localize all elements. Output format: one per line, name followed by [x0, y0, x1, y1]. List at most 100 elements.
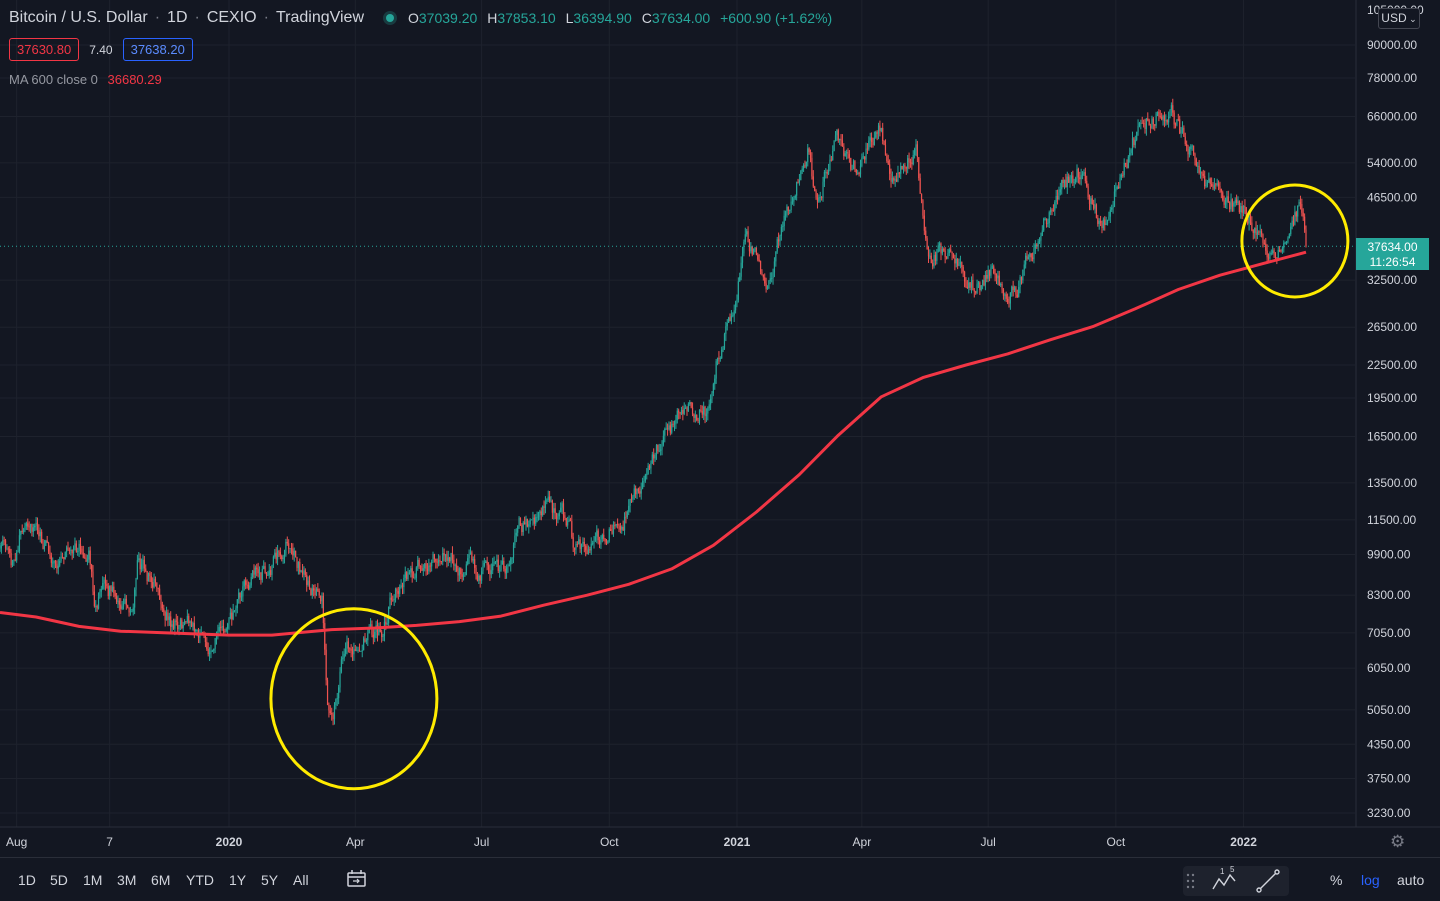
annotation-circle[interactable] [269, 607, 439, 791]
candle [85, 554, 87, 562]
range-1m-button[interactable]: 1M [83, 872, 103, 888]
candle [778, 232, 780, 249]
candle [1022, 269, 1024, 284]
candle [272, 555, 275, 569]
interval-label[interactable]: 1D [167, 9, 188, 26]
candle [422, 564, 424, 577]
candle [122, 598, 125, 610]
candle [943, 247, 945, 252]
candle [28, 521, 30, 532]
settings-gear-icon[interactable]: ⚙ [1390, 832, 1406, 851]
candle [729, 313, 731, 322]
candle [38, 524, 40, 540]
ma-legend[interactable]: MA 600 close 0 36680.29 [9, 72, 162, 87]
candle [950, 244, 952, 253]
candle [482, 560, 484, 575]
candle [686, 406, 688, 416]
candle [965, 277, 967, 288]
candle [164, 610, 166, 627]
elliott-wave-icon[interactable]: 1 5 [1212, 866, 1236, 890]
candle [185, 620, 187, 624]
candle [1009, 292, 1011, 310]
candle [1283, 240, 1285, 253]
time-tick-label: 2022 [1230, 835, 1257, 849]
candle [963, 270, 966, 288]
candle [1236, 194, 1238, 206]
candle [861, 153, 863, 168]
open-value: 37039.20 [418, 10, 478, 26]
candles [0, 98, 1307, 726]
log-scale-toggle[interactable]: log [1361, 872, 1380, 888]
candle [995, 273, 998, 285]
drawing-float-toolbar[interactable]: 1 5 [1183, 866, 1289, 896]
candle [411, 561, 413, 583]
candle [268, 564, 270, 579]
candle [1208, 172, 1210, 183]
candle [1008, 296, 1010, 308]
candle [1233, 201, 1235, 212]
candle [1072, 170, 1074, 187]
candle [1260, 228, 1263, 238]
candle [1266, 244, 1268, 264]
range-ytd-button[interactable]: YTD [186, 872, 214, 888]
candle [779, 234, 781, 246]
candle [596, 525, 598, 544]
range-1d-button[interactable]: 1D [18, 872, 36, 888]
candle [160, 594, 162, 611]
drag-handle-icon[interactable] [1186, 873, 1195, 889]
candle [880, 127, 882, 133]
candle [1192, 145, 1195, 156]
candle [1234, 197, 1236, 207]
low-value: 36394.90 [573, 10, 632, 26]
range-all-button[interactable]: All [293, 872, 309, 888]
date-range-icon[interactable] [346, 869, 368, 889]
symbol-name[interactable]: Bitcoin / U.S. Dollar [9, 9, 148, 26]
range-5y-button[interactable]: 5Y [261, 872, 279, 888]
candle [264, 562, 266, 574]
candle [159, 584, 161, 601]
candle [855, 168, 857, 176]
candle [339, 667, 341, 693]
sell-price-button[interactable]: 37630.80 [9, 38, 80, 61]
candle [768, 280, 770, 290]
candle [582, 537, 584, 548]
range-3m-button[interactable]: 3M [117, 872, 137, 888]
candle [733, 304, 735, 322]
candle [1063, 179, 1066, 190]
auto-scale-toggle[interactable]: auto [1397, 872, 1425, 888]
buy-price-button[interactable]: 37638.20 [122, 38, 193, 61]
candle [592, 540, 594, 546]
candle [1298, 199, 1300, 207]
candle [1091, 195, 1093, 205]
currency-button[interactable]: USD ⌄ [1378, 8, 1420, 29]
candle [951, 251, 953, 261]
candle [433, 553, 436, 563]
candle [879, 120, 881, 137]
candle [698, 409, 701, 425]
candle [250, 573, 252, 588]
percent-scale-toggle[interactable]: % [1330, 872, 1343, 888]
range-6m-button[interactable]: 6M [151, 872, 171, 888]
market-status-icon[interactable] [386, 14, 394, 22]
candle [1217, 180, 1220, 191]
range-1y-button[interactable]: 1Y [229, 872, 247, 888]
trend-line-icon[interactable] [1256, 869, 1280, 893]
candle [381, 629, 383, 643]
range-5d-button[interactable]: 5D [50, 872, 68, 888]
candle [703, 401, 705, 421]
candle [150, 571, 152, 589]
candle [1130, 148, 1132, 156]
candle [1048, 210, 1050, 229]
candle [0, 542, 1, 552]
candle [611, 524, 613, 535]
candle [183, 619, 186, 626]
candle [816, 193, 819, 209]
candle [1297, 205, 1299, 223]
candle [515, 528, 517, 543]
candle [665, 422, 667, 430]
candle [10, 548, 12, 568]
candle [1284, 241, 1286, 245]
annotation-circle[interactable] [1240, 183, 1350, 299]
candle [1199, 166, 1202, 179]
